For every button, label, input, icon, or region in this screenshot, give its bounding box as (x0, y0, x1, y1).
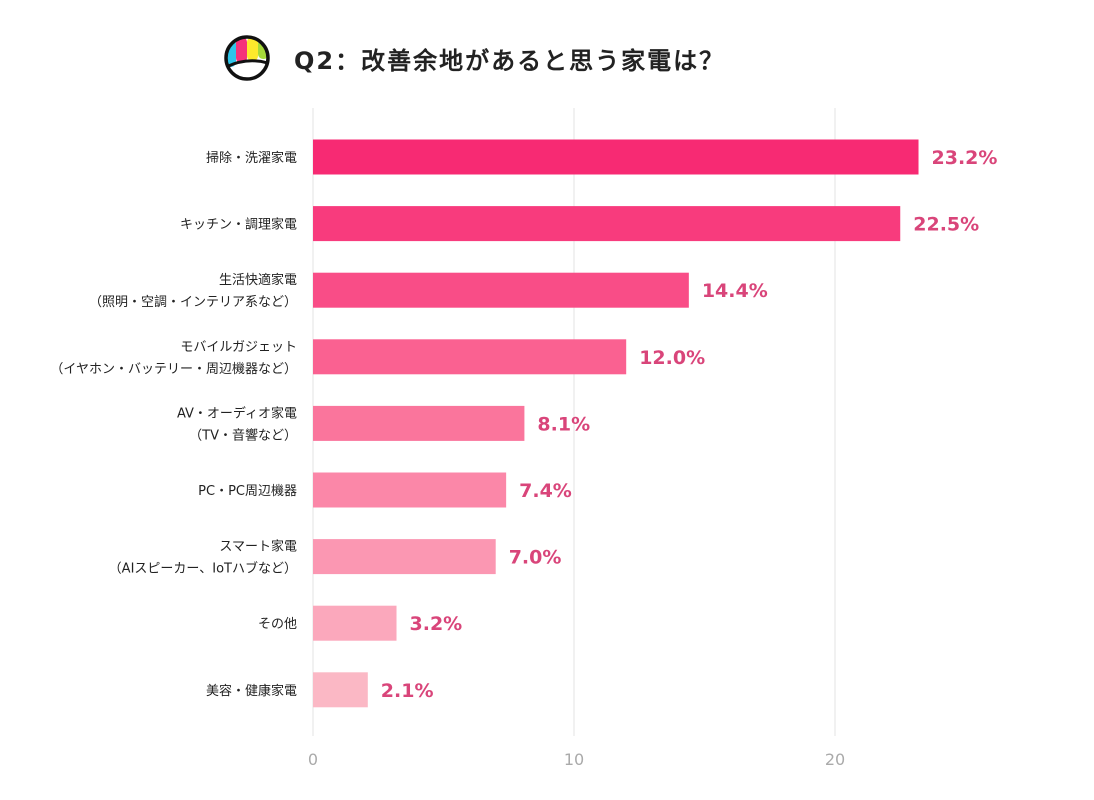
value-label: 22.5% (913, 214, 979, 236)
category-label: AV・オーディオ家電 （TV・音響など） (177, 405, 297, 443)
value-label: 14.4% (702, 280, 768, 302)
category-label: モバイルガジェット （イヤホン・バッテリー・周辺機器など） (50, 340, 297, 377)
value-label: 2.1% (381, 680, 434, 702)
value-label: 23.2% (932, 147, 998, 169)
bar (313, 139, 919, 175)
category-label-line: スマート家電 (219, 539, 297, 555)
category-label: キッチン・調理家電 (180, 217, 297, 233)
logo-icon (224, 35, 270, 81)
category-label-line: （AIスピーカー、IoTハブなど） (109, 561, 297, 577)
category-label: その他 (258, 617, 297, 632)
value-label: 7.4% (519, 480, 572, 502)
bar (313, 339, 627, 375)
category-label-line: 美容・健康家電 (206, 683, 297, 699)
category-label-line: PC・PC周辺機器 (198, 484, 297, 499)
bar (313, 672, 368, 708)
value-label: 8.1% (537, 413, 590, 435)
value-label: 3.2% (410, 613, 463, 635)
bar (313, 206, 901, 242)
x-tick-label: 0 (308, 750, 318, 769)
value-label: 7.0% (509, 547, 562, 569)
bar (313, 272, 689, 308)
category-label: 掃除・洗濯家電 (206, 150, 297, 166)
category-label: スマート家電 （AIスピーカー、IoTハブなど） (109, 539, 297, 577)
category-label: 生活快適家電 （照明・空調・インテリア系など） (89, 272, 297, 310)
bar (313, 405, 525, 441)
category-label-line: 生活快適家電 (219, 272, 297, 288)
category-label-line: キッチン・調理家電 (180, 217, 297, 233)
value-label: 12.0% (639, 347, 705, 369)
chart-title: Q2：改善余地があると思う家電は？ (294, 46, 726, 75)
category-label-line: AV・オーディオ家電 (177, 405, 297, 421)
category-label-line: （照明・空調・インテリア系など） (89, 295, 297, 310)
x-tick-label: 20 (825, 750, 845, 769)
bar (313, 605, 397, 641)
category-label-line: （イヤホン・バッテリー・周辺機器など） (50, 362, 297, 377)
category-label-line: モバイルガジェット (180, 340, 297, 355)
category-label-line: （TV・音響など） (189, 427, 297, 443)
bar (313, 539, 496, 575)
category-label: 美容・健康家電 (206, 683, 297, 699)
chart-header: Q2：改善余地があると思う家電は？ (222, 35, 726, 81)
bar (313, 472, 507, 508)
x-tick-label: 10 (564, 750, 584, 769)
category-label: PC・PC周辺機器 (198, 484, 297, 499)
category-label-line: その他 (258, 617, 297, 632)
category-label-line: 掃除・洗濯家電 (206, 150, 297, 166)
